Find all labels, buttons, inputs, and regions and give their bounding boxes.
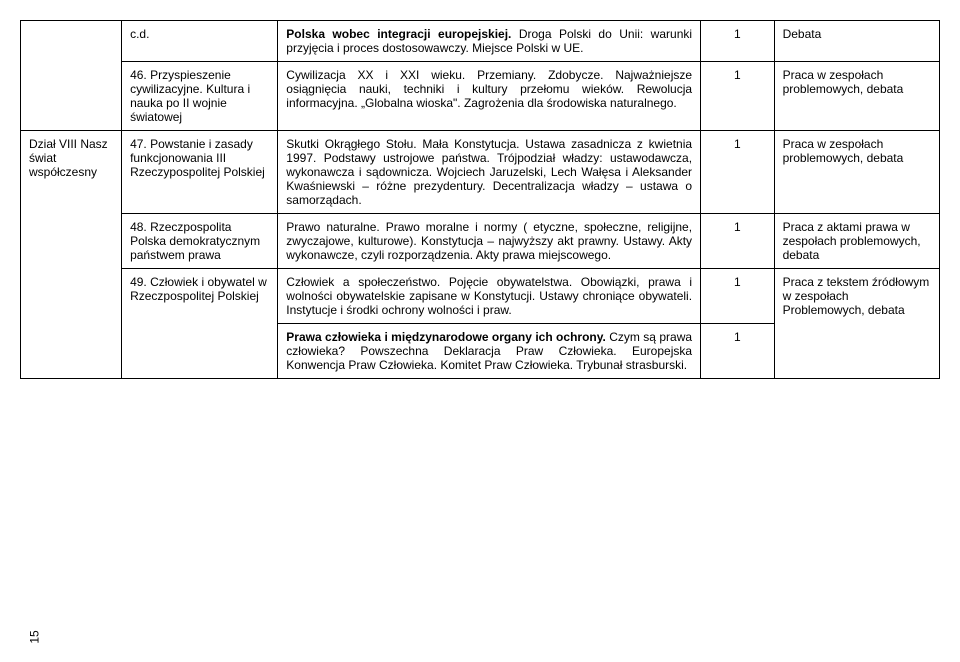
content-bold: Prawa człowieka i międzynarodowe organy … [286,330,606,344]
content-cell: Człowiek a społeczeństwo. Pojęcie obywat… [278,269,701,324]
method-cell: Debata [774,21,939,62]
content-cell: Skutki Okrągłego Stołu. Mała Konstytucja… [278,131,701,214]
topic-cell: 49. Człowiek i obywatel w Rzeczpospolite… [122,269,278,379]
hours-cell: 1 [701,21,775,62]
page-number: 15 [28,630,42,643]
hours-cell: 1 [701,324,775,379]
method-cell: Praca z tekstem źródłowym w zespołach Pr… [774,269,939,379]
topic-cell: 47. Powstanie i zasady funkcjonowania II… [122,131,278,214]
content-cell: Prawa człowieka i międzynarodowe organy … [278,324,701,379]
topic-cell: 46. Przyspieszenie cywilizacyjne. Kultur… [122,62,278,131]
content-cell: Polska wobec integracji europejskiej. Dr… [278,21,701,62]
hours-cell: 1 [701,214,775,269]
table-row: 49. Człowiek i obywatel w Rzeczpospolite… [21,269,940,324]
content-cell: Cywilizacja XX i XXI wieku. Przemiany. Z… [278,62,701,131]
hours-cell: 1 [701,131,775,214]
topic-cell: c.d. [122,21,278,62]
curriculum-table: c.d. Polska wobec integracji europejskie… [20,20,940,379]
method-cell: Praca w zespołach problemowych, debata [774,131,939,214]
content-cell: Prawo naturalne. Prawo moralne i normy (… [278,214,701,269]
hours-cell: 1 [701,269,775,324]
table-row: Dział VIII Nasz świat współczesny 47. Po… [21,131,940,214]
method-cell: Praca z aktami prawa w zespołach problem… [774,214,939,269]
hours-cell: 1 [701,62,775,131]
content-bold: Polska wobec integracji europejskiej. [286,27,511,41]
topic-cell: 48. Rzeczpospolita Polska demokratycznym… [122,214,278,269]
table-row: c.d. Polska wobec integracji europejskie… [21,21,940,62]
section-cell [21,21,122,131]
table-row: 46. Przyspieszenie cywilizacyjne. Kultur… [21,62,940,131]
method-cell: Praca w zespołach problemowych, debata [774,62,939,131]
section-cell: Dział VIII Nasz świat współczesny [21,131,122,379]
table-row: 48. Rzeczpospolita Polska demokratycznym… [21,214,940,269]
